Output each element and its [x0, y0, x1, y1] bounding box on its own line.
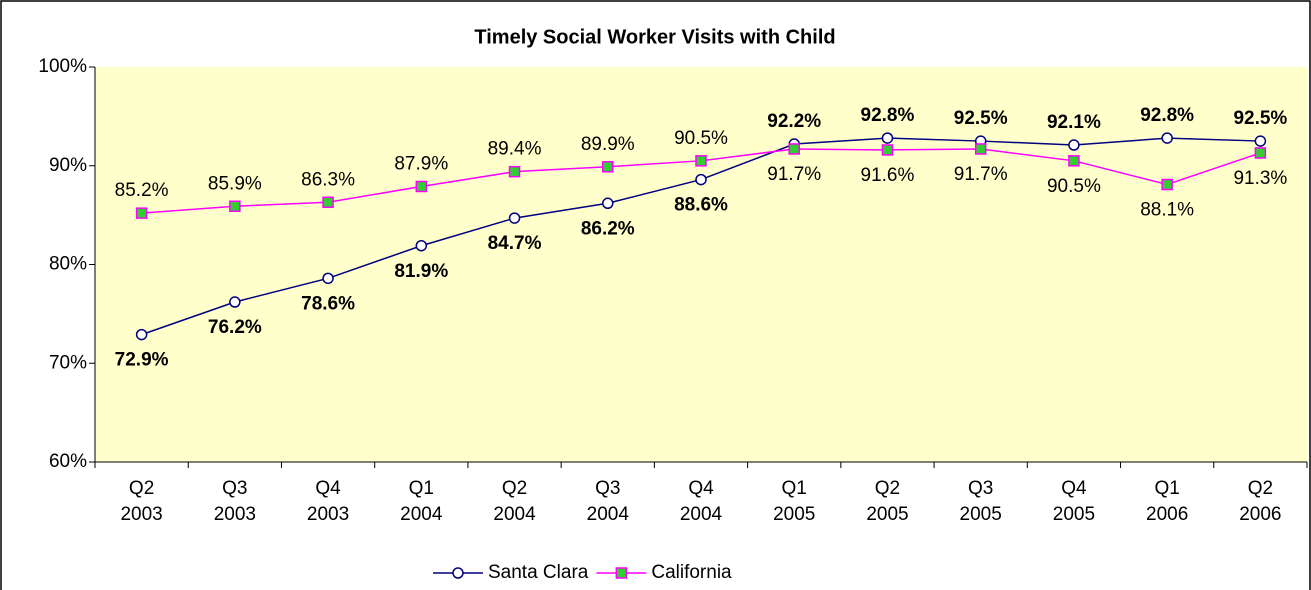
plot-area [95, 67, 1307, 462]
x-tick-label: Q2 2005 [866, 478, 909, 525]
data-label: 88.1% [1140, 200, 1194, 221]
y-tick-label: 90% [49, 155, 87, 176]
x-tick-label: Q1 2006 [1146, 478, 1189, 525]
x-tick-label: Q3 2004 [586, 478, 629, 525]
data-label: 92.8% [861, 105, 915, 126]
y-tick-label: 100% [38, 56, 87, 77]
data-label: 92.8% [1140, 105, 1194, 126]
marker [1068, 155, 1080, 167]
data-label: 90.5% [1047, 176, 1101, 197]
x-tick-label: Q4 2005 [1052, 478, 1096, 525]
data-label: 88.6% [674, 195, 728, 216]
data-label: 89.4% [488, 139, 542, 160]
marker [1254, 135, 1267, 147]
marker [974, 143, 987, 155]
legend-label: California [651, 562, 732, 583]
data-label: 76.2% [208, 317, 262, 338]
x-tick-label: Q2 2003 [120, 478, 163, 525]
data-label: 89.9% [581, 134, 635, 155]
data-label: 85.2% [115, 180, 169, 201]
marker [508, 212, 521, 224]
marker [602, 160, 614, 173]
x-tick-label: Q3 2005 [959, 478, 1002, 525]
marker [322, 196, 334, 209]
marker [229, 200, 241, 212]
marker [135, 207, 148, 219]
marker [1161, 178, 1173, 191]
data-label: 85.9% [208, 173, 262, 194]
marker [229, 296, 241, 308]
x-tick-label: Q4 2003 [306, 478, 350, 525]
y-tick-label: 60% [49, 451, 87, 472]
y-tick-label: 70% [49, 352, 87, 373]
data-label: 86.2% [581, 218, 635, 239]
marker [1068, 139, 1080, 151]
data-label: 91.3% [1233, 168, 1287, 189]
data-label: 92.5% [1233, 108, 1287, 129]
marker [415, 239, 428, 252]
legend-marker [452, 567, 464, 579]
data-label: 91.7% [767, 164, 821, 185]
marker [1254, 147, 1267, 159]
x-tick-label: Q2 2004 [493, 478, 536, 525]
chart-title: Timely Social Worker Visits with Child [474, 26, 835, 48]
data-label: 87.9% [394, 154, 448, 175]
marker [1161, 132, 1173, 144]
marker [415, 180, 428, 193]
x-tick-label: Q1 2004 [400, 478, 443, 525]
data-label: 90.5% [674, 128, 728, 149]
x-tick-label: Q2 2006 [1239, 478, 1282, 525]
marker [602, 197, 614, 210]
legend-marker [615, 567, 628, 579]
legend-label: Santa Clara [488, 562, 589, 583]
data-label: 92.2% [767, 111, 821, 132]
marker [695, 173, 707, 186]
marker [508, 165, 521, 178]
x-tick-label: Q4 2004 [679, 478, 723, 525]
data-label: 91.6% [861, 165, 915, 186]
marker [881, 144, 894, 156]
data-label: 92.1% [1047, 112, 1101, 133]
marker [135, 328, 148, 341]
x-tick-label: Q1 2005 [773, 478, 816, 525]
data-label: 72.9% [115, 350, 169, 371]
marker [881, 132, 894, 144]
y-tick-label: 80% [49, 254, 87, 275]
marker [788, 143, 800, 155]
data-label: 91.7% [954, 164, 1008, 185]
data-label: 81.9% [394, 261, 448, 282]
data-label: 84.7% [488, 233, 542, 254]
marker [695, 155, 707, 167]
data-label: 86.3% [301, 169, 355, 190]
data-label: 78.6% [301, 293, 355, 314]
data-label: 92.5% [954, 108, 1008, 129]
x-tick-label: Q3 2003 [213, 478, 256, 525]
marker [322, 272, 334, 285]
